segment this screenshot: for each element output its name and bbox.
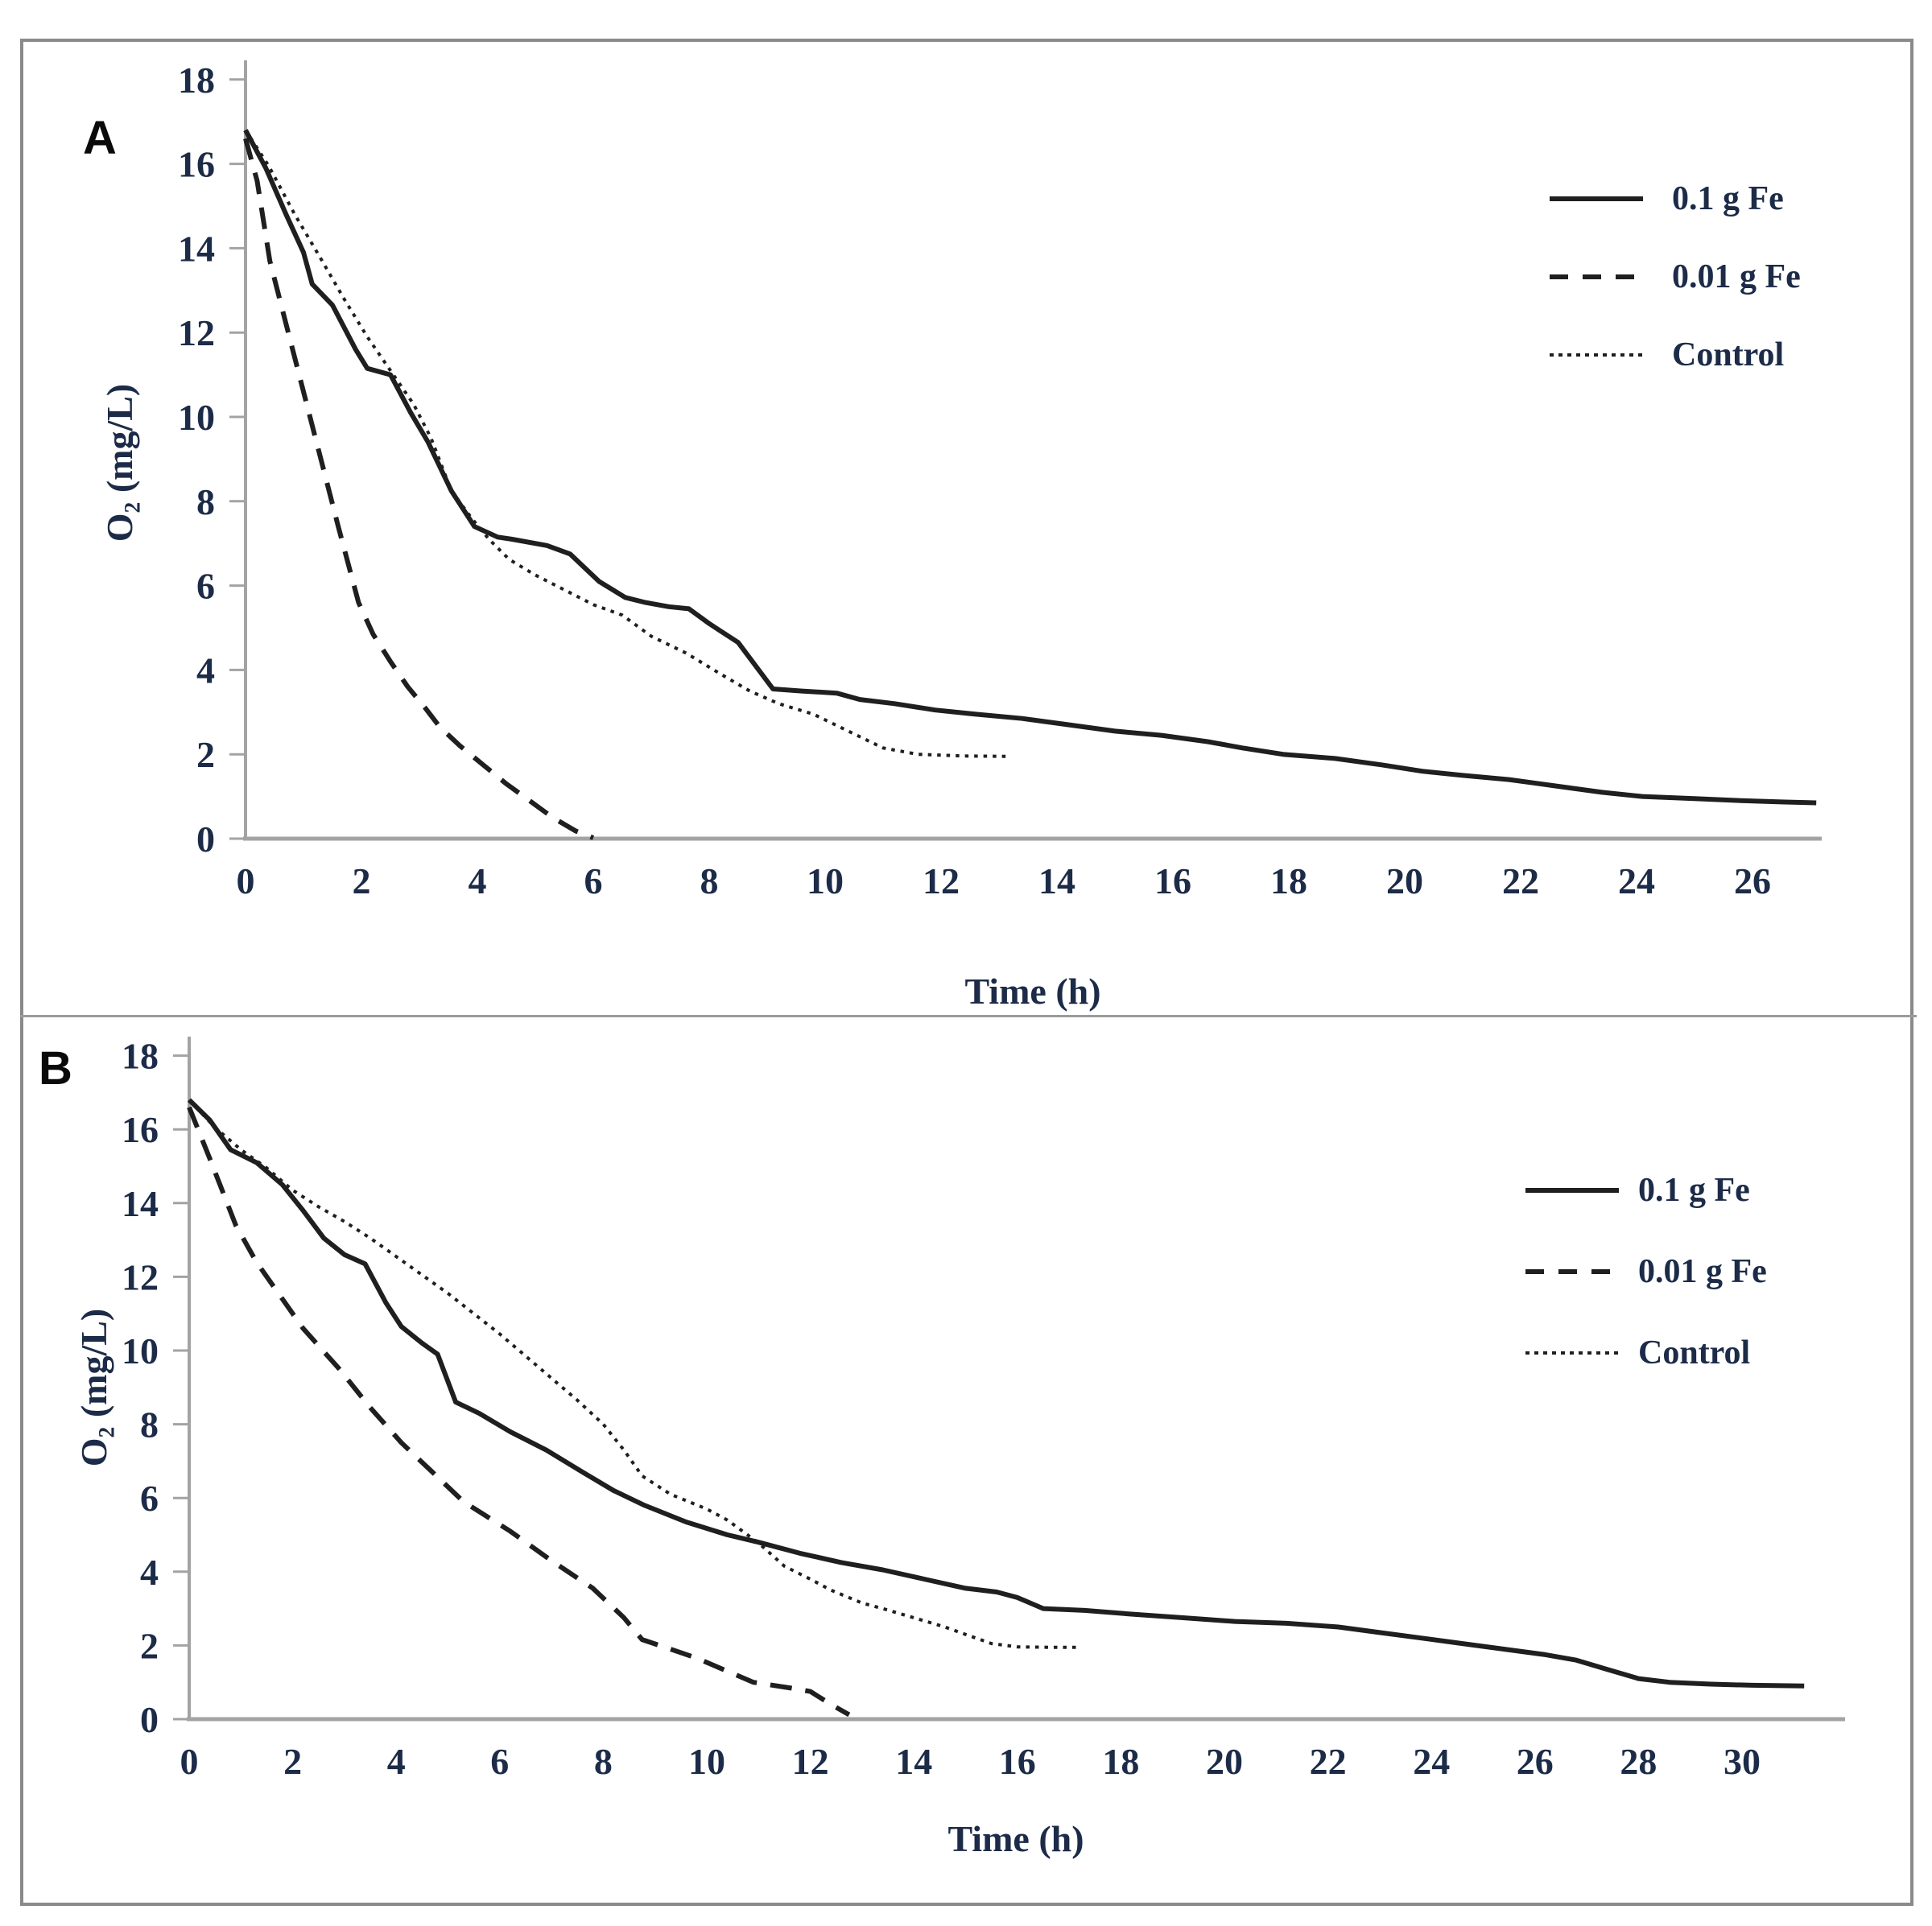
y-tick-label: 2 — [140, 1625, 159, 1666]
x-tick-label: 22 — [1502, 860, 1539, 901]
x-tick-label: 22 — [1310, 1741, 1347, 1782]
panel-b-x-axis-title: Time (h) — [947, 1818, 1084, 1859]
solid-line-sample-icon — [1550, 196, 1643, 201]
legend-item-0.01g-fe: 0.01 g Fe — [1550, 258, 1801, 295]
x-tick-label: 12 — [923, 860, 960, 901]
y-tick-label: 18 — [122, 1036, 159, 1077]
legend-label-0.1g-fe: 0.1 g Fe — [1638, 1172, 1750, 1209]
x-tick-label: 4 — [469, 860, 487, 901]
y-tick-label: 8 — [140, 1404, 159, 1446]
legend-item-control: Control — [1525, 1334, 1767, 1371]
y-tick-label: 16 — [178, 144, 215, 185]
y-tick-label: 2 — [196, 734, 215, 775]
y-tick-label: 6 — [140, 1478, 159, 1519]
panel-b-y-axis-title: O₂ (mg/L) — [73, 1308, 114, 1467]
dashed-line-sample-icon — [1550, 274, 1643, 279]
legend-label-0.01g-fe: 0.01 g Fe — [1672, 258, 1801, 295]
panel-a-x-axis-title: Time (h) — [964, 971, 1101, 1012]
y-tick-label: 18 — [178, 60, 215, 101]
x-tick-label: 6 — [584, 860, 603, 901]
y-tick-label: 10 — [178, 397, 215, 438]
x-tick-label: 30 — [1724, 1741, 1761, 1782]
series-line-0.1-g-Fe — [187, 1098, 1805, 1689]
x-tick-label: 0 — [180, 1741, 199, 1782]
dashed-line-sample-icon — [1525, 1269, 1619, 1274]
x-tick-label: 2 — [353, 860, 371, 901]
x-tick-label: 6 — [490, 1741, 509, 1782]
x-tick-label: 10 — [688, 1741, 725, 1782]
x-tick-label: 2 — [283, 1741, 302, 1782]
y-tick-label: 14 — [122, 1183, 159, 1224]
x-tick-label: 8 — [594, 1741, 613, 1782]
dotted-line-sample-icon — [1550, 353, 1643, 357]
y-tick-label: 6 — [196, 566, 215, 607]
figure-border — [20, 39, 1913, 1906]
panel-a-label: A — [83, 112, 117, 164]
dotted-line-sample-icon — [1525, 1351, 1619, 1355]
x-tick-label: 26 — [1517, 1741, 1554, 1782]
series-line-0.01-g-Fe — [187, 1106, 851, 1718]
x-tick-label: 8 — [700, 860, 719, 901]
panel-b-label: B — [39, 1042, 72, 1095]
x-tick-label: 20 — [1206, 1741, 1243, 1782]
y-tick-label: 0 — [196, 819, 215, 860]
x-tick-label: 16 — [1154, 860, 1191, 901]
series-line-Control — [188, 1099, 1080, 1649]
solid-line-sample-icon — [1525, 1188, 1619, 1193]
y-tick-label: 0 — [140, 1699, 159, 1740]
x-tick-label: 26 — [1734, 860, 1771, 901]
legend-item-0.01g-fe: 0.01 g Fe — [1525, 1253, 1767, 1290]
legend-label-0.01g-fe: 0.01 g Fe — [1638, 1253, 1767, 1290]
x-tick-label: 28 — [1620, 1741, 1657, 1782]
y-tick-label: 4 — [140, 1552, 159, 1593]
panel-b-legend: 0.1 g Fe 0.01 g Fe Control — [1525, 1172, 1767, 1417]
series-line-Control — [244, 129, 1011, 758]
x-tick-label: 20 — [1386, 860, 1423, 901]
x-tick-label: 4 — [387, 1741, 406, 1782]
x-tick-label: 12 — [792, 1741, 829, 1782]
x-tick-label: 24 — [1413, 1741, 1450, 1782]
y-tick-label: 12 — [178, 312, 215, 353]
legend-item-0.1g-fe: 0.1 g Fe — [1525, 1172, 1767, 1209]
x-tick-label: 18 — [1270, 860, 1307, 901]
x-tick-label: 24 — [1618, 860, 1655, 901]
y-tick-label: 4 — [196, 650, 215, 691]
legend-label-0.1g-fe: 0.1 g Fe — [1672, 180, 1784, 217]
legend-label-control: Control — [1638, 1334, 1751, 1371]
y-tick-label: 10 — [122, 1330, 159, 1371]
x-tick-label: 0 — [237, 860, 255, 901]
panel-a-y-axis-title: O₂ (mg/L) — [99, 383, 140, 542]
legend-label-control: Control — [1672, 336, 1785, 373]
y-tick-label: 12 — [122, 1256, 159, 1297]
panel-divider-line — [20, 1015, 1917, 1017]
y-tick-label: 14 — [178, 228, 215, 269]
x-tick-label: 16 — [999, 1741, 1036, 1782]
y-tick-label: 16 — [122, 1109, 159, 1150]
legend-item-0.1g-fe: 0.1 g Fe — [1550, 180, 1801, 217]
x-tick-label: 14 — [1038, 860, 1075, 901]
series-line-0.1-g-Fe — [243, 129, 1817, 806]
y-tick-label: 8 — [196, 481, 215, 522]
legend-item-control: Control — [1550, 336, 1801, 373]
x-tick-label: 18 — [1102, 1741, 1139, 1782]
panel-a-legend: 0.1 g Fe 0.01 g Fe Control — [1550, 180, 1801, 415]
x-tick-label: 10 — [807, 860, 844, 901]
x-tick-label: 14 — [895, 1741, 932, 1782]
